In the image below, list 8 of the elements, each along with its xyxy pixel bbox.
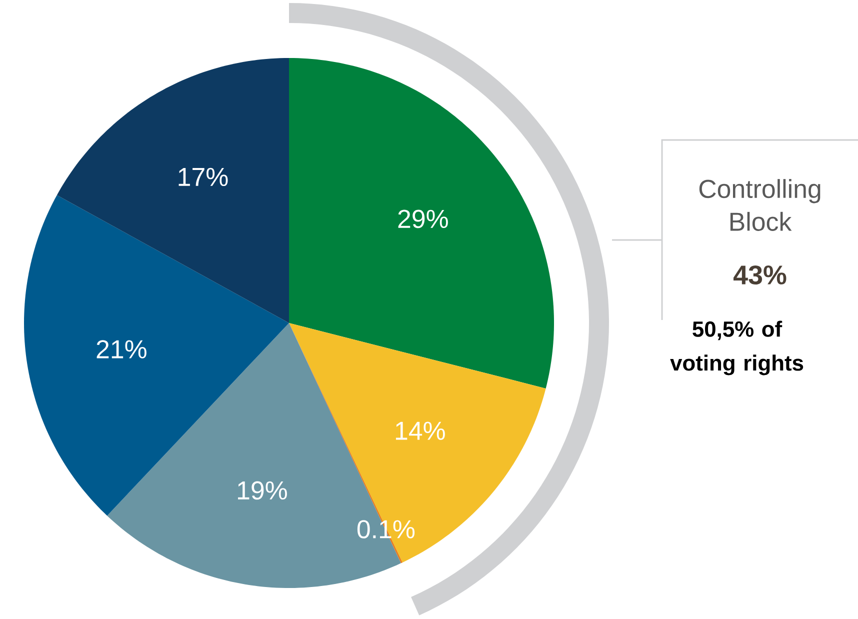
text: 43%: [734, 265, 786, 285]
data-label: 17%: [178, 168, 228, 186]
text: 50,5% of voting rights: [670, 320, 804, 376]
data-label: 14%: [396, 422, 445, 440]
text: Controlling Block: [699, 179, 820, 231]
data-label: 19%: [238, 481, 287, 500]
data-label: 29%: [398, 210, 448, 228]
data-label: 21%: [96, 340, 146, 358]
